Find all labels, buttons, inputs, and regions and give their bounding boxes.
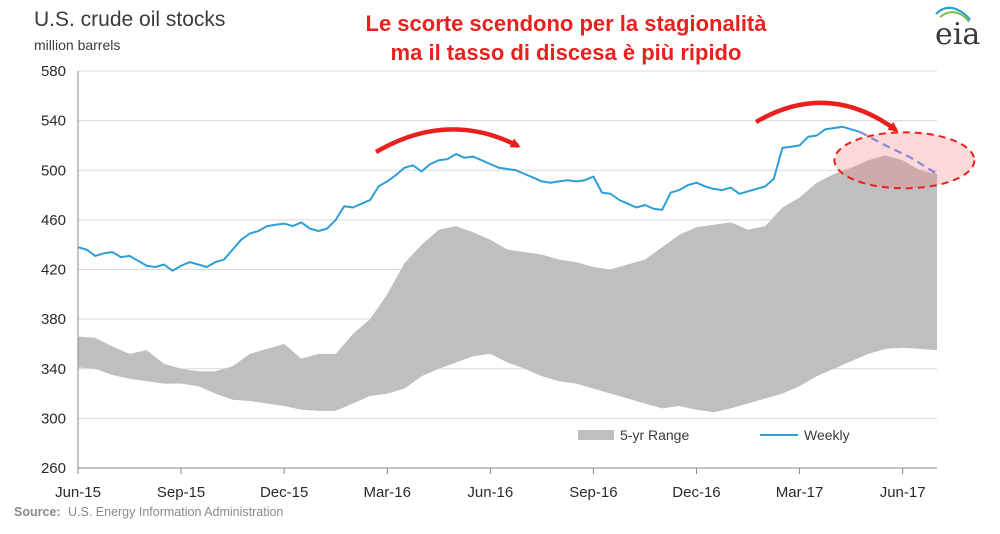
highlight-ellipse bbox=[833, 131, 976, 190]
x-tick-label: Jun-17 bbox=[880, 484, 926, 501]
red-arrow-2017 bbox=[754, 100, 899, 132]
y-tick-label: 500 bbox=[41, 162, 66, 179]
y-tick-label: 340 bbox=[41, 361, 66, 378]
x-tick-label: Mar-16 bbox=[363, 484, 411, 501]
x-tick-label: Dec-15 bbox=[260, 484, 308, 501]
eia-logo: eia bbox=[935, 6, 980, 52]
source-label: Source: bbox=[14, 505, 61, 519]
x-tick-label: Jun-15 bbox=[55, 484, 101, 501]
source-line: Source: U.S. Energy Information Administ… bbox=[14, 503, 283, 520]
legend-label-weekly: Weekly bbox=[804, 427, 850, 443]
legend: 5-yr Range Weekly bbox=[578, 427, 850, 443]
legend-label-range: 5-yr Range bbox=[620, 427, 689, 443]
x-tick-label: Mar-17 bbox=[776, 484, 824, 501]
y-tick-labels: 260 300 340 380 420 460 500 540 580 bbox=[41, 63, 66, 477]
source-text: U.S. Energy Information Administration bbox=[68, 505, 283, 519]
y-tick-label: 420 bbox=[41, 262, 66, 279]
weekly-line bbox=[77, 125, 860, 272]
x-tick-label: Dec-16 bbox=[672, 484, 720, 501]
y-tick-label: 540 bbox=[41, 113, 66, 130]
five-year-range-band bbox=[78, 155, 937, 413]
red-arrow-2016 bbox=[374, 127, 521, 154]
x-tick-label: Jun-16 bbox=[467, 484, 513, 501]
y-tick-label: 300 bbox=[41, 410, 66, 427]
x-tick-labels: Jun-15 Sep-15 Dec-15 Mar-16 Jun-16 Sep-16 Dec-… bbox=[55, 484, 926, 501]
chart-title: U.S. crude oil stocks bbox=[34, 8, 225, 31]
y-tick-label: 380 bbox=[41, 311, 66, 328]
y-tick-label: 580 bbox=[41, 63, 66, 80]
legend-swatch-range bbox=[578, 430, 614, 440]
x-tick-label: Sep-16 bbox=[569, 484, 617, 501]
range-band-area bbox=[78, 155, 937, 413]
y-axis-unit-label: million barrels bbox=[34, 37, 120, 53]
axes bbox=[77, 71, 937, 474]
eia-logo-text: eia bbox=[935, 17, 980, 52]
projection-dashed-line bbox=[859, 130, 938, 175]
highlight-ellipse-shape bbox=[833, 131, 976, 190]
y-tick-label: 260 bbox=[41, 460, 66, 477]
x-tick-label: Sep-15 bbox=[157, 484, 205, 501]
y-tick-label: 460 bbox=[41, 212, 66, 229]
annotation-headline-line-1: Le scorte scendono per la stagionalità bbox=[366, 11, 768, 36]
series-lines bbox=[77, 125, 938, 272]
annotation-headline-line-2: ma il tasso di discesa è più ripido bbox=[391, 40, 742, 65]
